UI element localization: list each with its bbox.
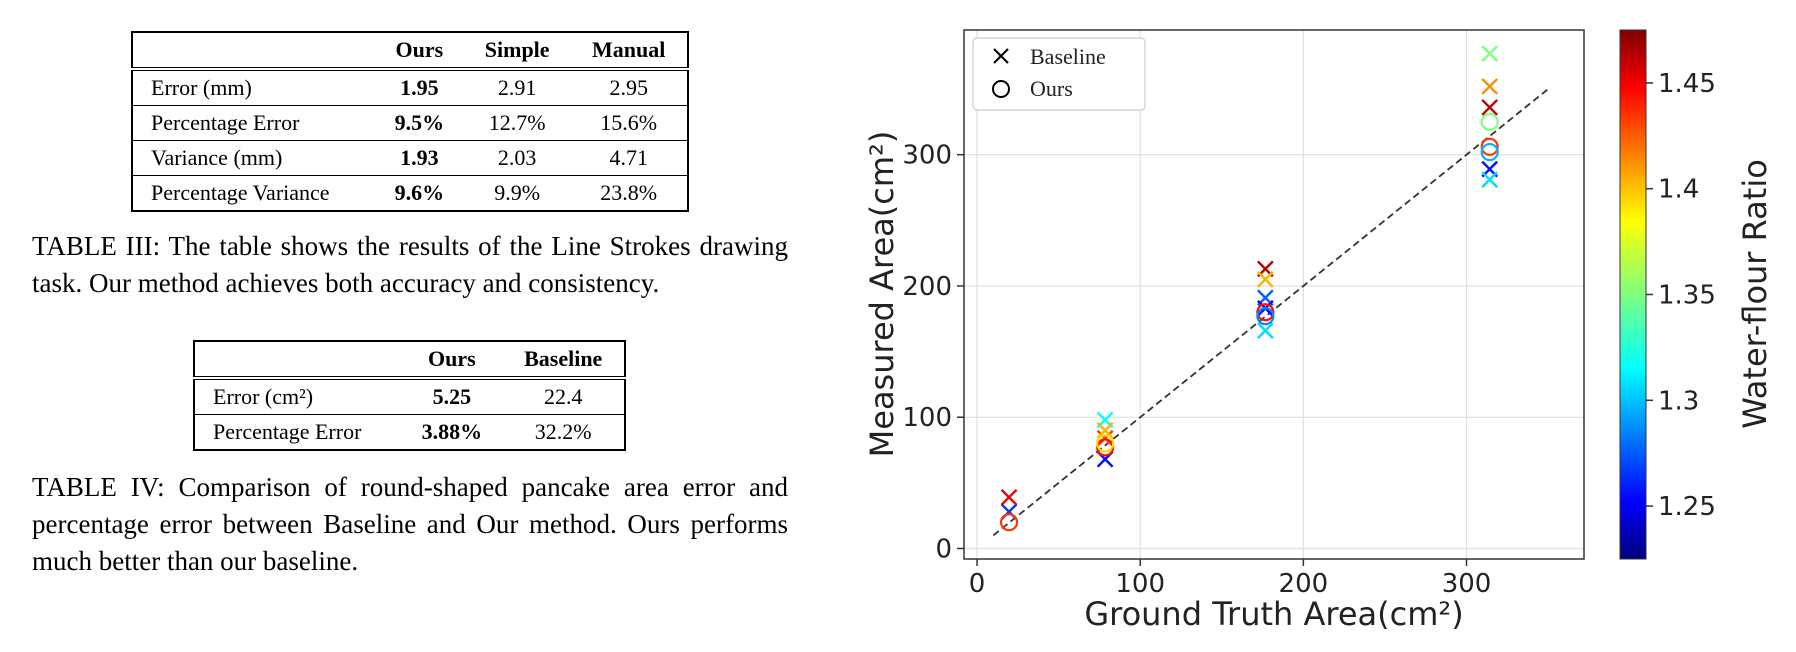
table-cell: 3.88% <box>401 414 503 451</box>
baseline-point-stroke <box>1257 271 1274 288</box>
baseline-point <box>1257 271 1274 288</box>
table-cell: 2.91 <box>463 69 571 106</box>
table-cell: 9.6% <box>374 175 464 212</box>
table-row: Error (cm²) 5.25 22.4 <box>194 378 625 415</box>
baseline-point-stroke <box>1257 322 1274 339</box>
table-cell: 15.6% <box>570 105 688 141</box>
ours-point <box>1256 307 1275 326</box>
table-cell: 12.7% <box>463 105 571 141</box>
legend-circle-marker-icon <box>992 80 1010 98</box>
baseline-point <box>1481 171 1499 188</box>
ours-point <box>999 513 1019 532</box>
ours-point <box>1096 434 1115 453</box>
baseline-point <box>1481 45 1499 62</box>
table-cell: 1.95 <box>374 69 464 106</box>
table-iii: Ours Simple Manual Error (mm) 1.95 2.91 … <box>131 31 689 212</box>
x-tick-label: 300 <box>1442 569 1492 599</box>
colorbar-tick-label: 1.4 <box>1658 175 1699 205</box>
y-tick-label: 100 <box>902 403 952 433</box>
table-row: Percentage Variance 9.6% 9.9% 23.8% <box>132 175 688 212</box>
baseline-point-stroke <box>1481 171 1499 188</box>
table-header-cell <box>194 341 402 379</box>
table-cell: 4.71 <box>570 140 688 176</box>
baseline-point <box>1096 422 1114 439</box>
colorbar-tick-label: 1.45 <box>1658 69 1716 99</box>
table-iv-caption: TABLE IV: Comparison of round-shaped pan… <box>32 472 788 576</box>
row-label: Variance (mm) <box>132 140 375 176</box>
colorbar-tick-label: 1.25 <box>1658 492 1716 522</box>
baseline-point-stroke <box>1481 78 1499 95</box>
baseline-point <box>1481 78 1499 95</box>
table-header-row: Ours Simple Manual <box>132 32 688 70</box>
row-label: Percentage Error <box>194 414 402 451</box>
row-label: Error (cm²) <box>194 378 402 415</box>
x-tick-label: 200 <box>1279 569 1329 599</box>
baseline-point <box>1481 99 1499 116</box>
colorbar-label: Water-flour Ratio <box>1736 159 1774 429</box>
data-points <box>999 45 1499 532</box>
ours-point <box>1480 142 1499 162</box>
y-tick-label: 200 <box>902 272 952 302</box>
baseline-point-stroke <box>1096 429 1114 447</box>
y-axis-label: Measured Area(cm²) <box>863 131 901 458</box>
colorbar <box>1619 29 1647 560</box>
table-header-cell <box>132 32 375 70</box>
table-header-cell: Ours <box>374 32 464 70</box>
row-label: Percentage Variance <box>132 175 375 212</box>
baseline-point-stroke <box>1096 422 1114 439</box>
row-label: Error (mm) <box>132 69 375 106</box>
table-cell: 1.93 <box>374 140 464 176</box>
table-row: Variance (mm) 1.93 2.03 4.71 <box>132 140 688 176</box>
baseline-point-stroke <box>1481 99 1499 116</box>
area-scatter-plot: 0 100 200 300 0 100 200 300 Ground Truth Area(c… <box>863 29 1774 633</box>
table-cell: 23.8% <box>570 175 688 212</box>
x-tick-label: 100 <box>1115 569 1165 599</box>
table-cell: 32.2% <box>502 414 625 451</box>
table-header-cell: Manual <box>570 32 688 70</box>
x-axis-label: Ground Truth Area(cm²) <box>1084 595 1463 633</box>
legend-label-baseline: Baseline <box>1030 44 1106 69</box>
table-row: Percentage Error 9.5% 12.7% 15.6% <box>132 105 688 141</box>
ours-point <box>1096 438 1115 457</box>
y-tick-label: 0 <box>935 534 952 564</box>
table-header-cell: Ours <box>401 341 503 379</box>
baseline-point-stroke <box>1481 45 1499 62</box>
ours-point <box>1480 112 1499 131</box>
plot-frame <box>963 29 1585 560</box>
table-cell: 9.9% <box>463 175 571 212</box>
table-row: Percentage Error 3.88% 32.2% <box>194 414 625 451</box>
x-tick-label: 0 <box>969 569 986 599</box>
baseline-point <box>1000 488 1018 506</box>
table-cell: 9.5% <box>374 105 464 141</box>
ours-point <box>1480 137 1499 156</box>
y-tick-label: 300 <box>902 141 952 171</box>
table-cell: 5.25 <box>401 378 503 415</box>
baseline-point <box>1257 322 1274 339</box>
table-iv: Ours Baseline Error (cm²) 5.25 22.4 Perc… <box>193 340 626 451</box>
baseline-point <box>1096 429 1114 447</box>
colorbar-tick-label: 1.3 <box>1658 386 1699 416</box>
table-cell: 22.4 <box>502 378 625 415</box>
colorbar-ticks: 1.25 1.3 1.35 1.4 1.45 <box>1646 69 1716 522</box>
table-header-cell: Baseline <box>502 341 625 379</box>
table-row: Error (mm) 1.95 2.91 2.95 <box>132 69 688 106</box>
table-header-cell: Simple <box>463 32 571 70</box>
legend-label-ours: Ours <box>1030 76 1073 101</box>
table-cell: 2.03 <box>463 140 571 176</box>
row-label: Percentage Error <box>132 105 375 141</box>
legend-x-marker-icon <box>993 48 1009 64</box>
gridlines <box>964 30 1584 559</box>
table-cell: 2.95 <box>570 69 688 106</box>
table-header-row: Ours Baseline <box>194 341 625 379</box>
axis-ticks: 0 100 200 300 0 100 200 300 <box>902 141 1491 599</box>
table-iii-caption: TABLE III: The table shows the results o… <box>32 231 788 298</box>
colorbar-tick-label: 1.35 <box>1658 281 1716 311</box>
baseline-point-stroke <box>1000 488 1018 506</box>
legend: Baseline Ours <box>972 37 1146 111</box>
legend-box <box>972 37 1146 111</box>
